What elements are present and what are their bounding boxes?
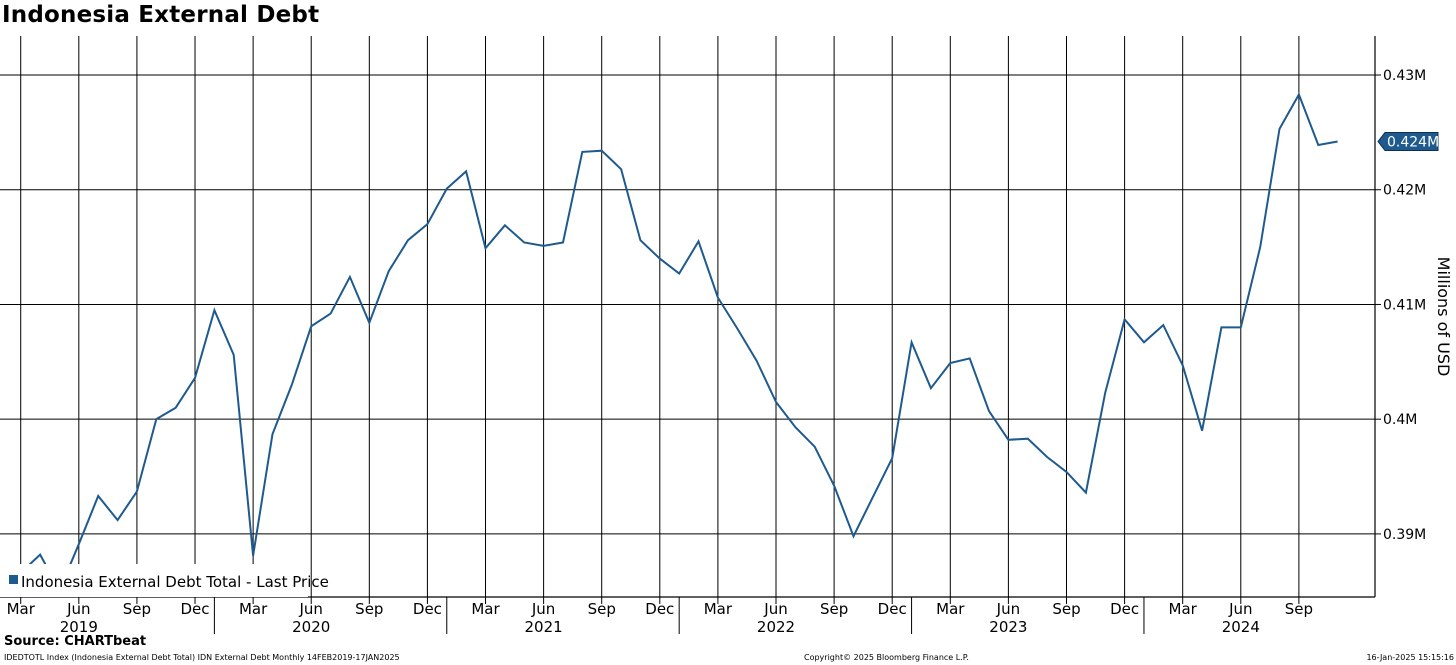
source-note: Source: CHARTbeat — [4, 634, 147, 649]
last-value-tag — [1377, 132, 1439, 152]
chart-title: Indonesia External Debt — [2, 2, 320, 28]
x-tick-label-13: Jun — [763, 600, 787, 618]
x-tick-label-4: Mar — [239, 600, 268, 618]
legend-entry: Indonesia External Debt Total - Last Pri… — [21, 573, 329, 591]
legend-background — [0, 564, 308, 597]
x-tick-label-7: Dec — [413, 600, 442, 618]
x-tick-label-18: Sep — [1052, 600, 1080, 618]
x-tick-label-2: Sep — [123, 600, 151, 618]
x-year-label-1: 2020 — [292, 618, 330, 636]
footer-timestamp: 16-Jan-2025 15:15:16 — [1366, 653, 1454, 662]
x-tick-label-15: Dec — [878, 600, 907, 618]
y-tick-label-3: 0.42M — [1383, 183, 1426, 199]
x-axis-tick-labels: Mar Jun Sep Dec Mar Jun Sep Dec Mar Jun Sep Dec Mar J… — [7, 600, 1313, 636]
x-tick-label-20: Mar — [1169, 600, 1198, 618]
x-year-label-3: 2022 — [757, 618, 795, 636]
y-tick-label-1: 0.4M — [1383, 412, 1417, 428]
x-tick-label-6: Sep — [355, 600, 383, 618]
y-tick-label-0: 0.39M — [1383, 527, 1426, 543]
y-tick-label-4: 0.43M — [1383, 68, 1426, 84]
x-tick-label-3: Dec — [181, 600, 210, 618]
legend: Indonesia External Debt Total - Last Pri… — [0, 564, 329, 597]
last-value-marker: 0.424M — [1377, 132, 1439, 152]
vertical-gridlines — [20, 36, 1300, 597]
x-tick-label-16: Mar — [936, 600, 965, 618]
y-tick-label-2: 0.41M — [1383, 297, 1426, 313]
series-layer — [1, 92, 1338, 593]
footer-copyright: Copyright© 2025 Bloomberg Finance L.P. — [804, 653, 969, 662]
x-tick-label-9: Jun — [531, 600, 555, 618]
y-axis-label: Millions of USD — [1434, 257, 1453, 377]
x-tick-label-12: Mar — [704, 600, 733, 618]
x-year-label-4: 2023 — [989, 618, 1027, 636]
legend-swatch — [9, 575, 18, 584]
horizontal-gridlines — [0, 74, 1375, 535]
x-tick-label-19: Dec — [1110, 600, 1139, 618]
x-year-label-0: 2019 — [60, 618, 98, 636]
series-line-indonesia-external-debt — [1, 92, 1338, 593]
x-tick-label-5: Jun — [298, 600, 322, 618]
last-value-label: 0.424M — [1387, 135, 1439, 151]
x-year-label-2: 2021 — [525, 618, 563, 636]
y-axis-tick-labels: 0.39M 0.4M 0.41M 0.42M 0.43M — [1383, 68, 1426, 543]
x-tick-label-22: Sep — [1285, 600, 1313, 618]
footer-ticker-description: IDEDTOTL Index (Indonesia External Debt … — [4, 653, 400, 662]
x-tick-label-21: Jun — [1228, 600, 1252, 618]
x-tick-label-1: Jun — [66, 600, 90, 618]
x-tick-label-14: Sep — [820, 600, 848, 618]
x-year-label-5: 2024 — [1222, 618, 1260, 636]
x-tick-label-8: Mar — [471, 600, 500, 618]
x-tick-label-10: Sep — [588, 600, 616, 618]
x-tick-label-0: Mar — [7, 600, 36, 618]
x-tick-label-17: Jun — [996, 600, 1020, 618]
x-tick-label-11: Dec — [645, 600, 674, 618]
